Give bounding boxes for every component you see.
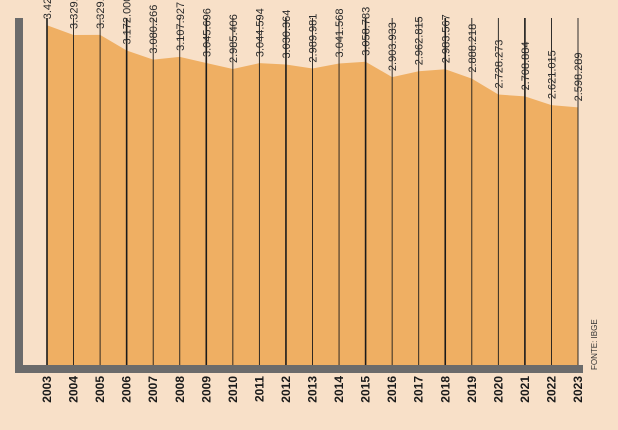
- value-label-2020: 2.728.273: [493, 40, 505, 89]
- year-label-2022: 2022: [544, 376, 558, 403]
- x-axis-bar: [15, 365, 583, 373]
- year-label-2014: 2014: [332, 376, 346, 403]
- value-label-2017: 2.962.815: [414, 16, 426, 65]
- year-label-2008: 2008: [173, 376, 187, 403]
- year-label-2013: 2013: [306, 376, 320, 403]
- year-label-2011: 2011: [252, 376, 266, 402]
- value-label-2013: 2.989.981: [308, 14, 320, 63]
- value-label-2022: 2.621.015: [546, 50, 558, 99]
- year-label-2009: 2009: [199, 376, 213, 403]
- value-label-2021: 2.708.884: [520, 41, 532, 90]
- source-note: FONTE: IBGE: [590, 319, 599, 370]
- year-label-2004: 2004: [67, 376, 81, 403]
- value-label-2019: 2.888.218: [467, 24, 479, 73]
- y-axis-bar: [15, 18, 23, 372]
- year-label-2020: 2020: [491, 376, 505, 403]
- year-label-2016: 2016: [385, 376, 399, 403]
- value-label-2010: 2.985.406: [228, 14, 240, 63]
- year-label-2010: 2010: [226, 376, 240, 403]
- value-label-2003: 3.426.727: [42, 0, 54, 19]
- year-label-2007: 2007: [146, 376, 160, 403]
- year-label-2023: 2023: [571, 376, 585, 403]
- value-label-2023: 2.598.289: [573, 52, 585, 101]
- value-label-2008: 3.107.927: [175, 2, 187, 51]
- value-label-2016: 2.903.933: [387, 22, 399, 71]
- value-label-2005: 3.329.431: [95, 0, 107, 29]
- value-label-2011: 3.044.594: [254, 8, 266, 57]
- value-label-2018: 2.983.567: [440, 14, 452, 63]
- year-label-2021: 2021: [518, 376, 532, 403]
- year-label-2003: 2003: [40, 376, 54, 403]
- year-label-2019: 2019: [465, 376, 479, 403]
- year-label-2005: 2005: [93, 376, 107, 403]
- year-label-2006: 2006: [120, 376, 134, 403]
- year-label-2015: 2015: [359, 376, 373, 403]
- value-label-2012: 3.030.364: [281, 10, 293, 59]
- value-label-2009: 3.045.696: [201, 8, 213, 57]
- value-label-2006: 3.172.000: [122, 0, 134, 45]
- value-label-2004: 3.329.120: [69, 0, 81, 29]
- year-label-2012: 2012: [279, 376, 293, 403]
- value-label-2015: 3.058.783: [361, 7, 373, 56]
- value-label-2014: 3.041.568: [334, 9, 346, 58]
- value-label-2007: 3.080.266: [148, 5, 160, 54]
- year-label-2018: 2018: [438, 376, 452, 403]
- year-label-2017: 2017: [412, 376, 426, 403]
